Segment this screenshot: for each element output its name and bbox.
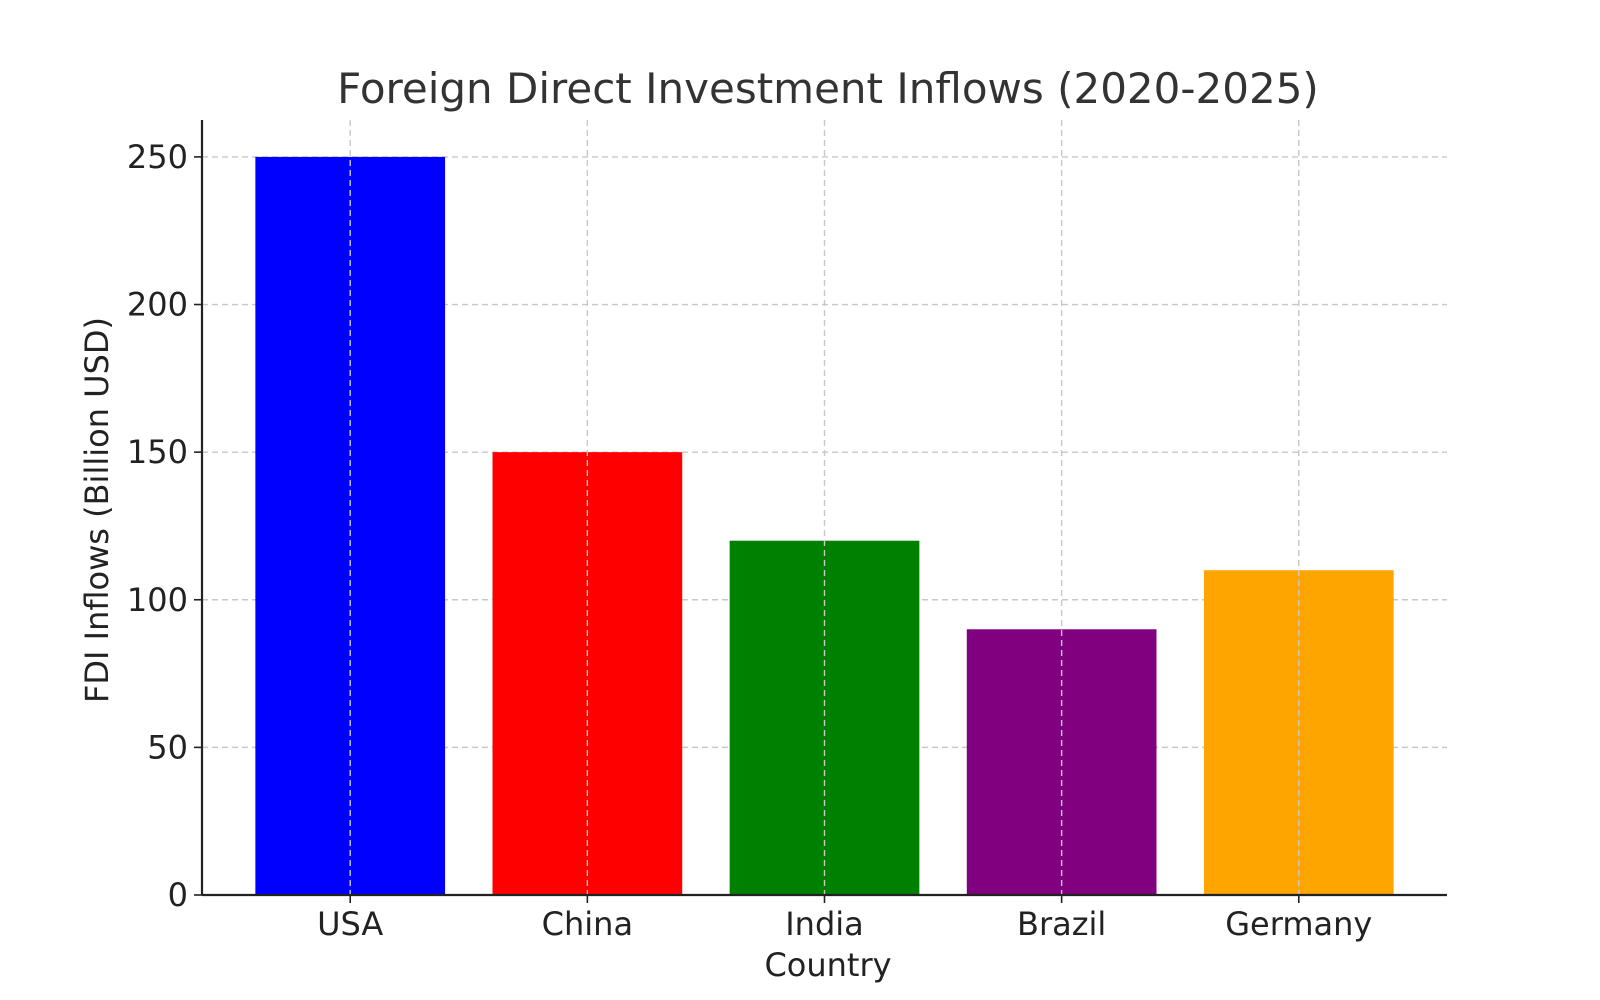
y-tick-label: 0	[168, 876, 188, 914]
axes	[194, 120, 1447, 903]
y-tick-label: 250	[127, 138, 188, 176]
y-tick-label: 100	[127, 581, 188, 619]
y-tick-label: 50	[147, 728, 188, 766]
y-axis-title: FDI Inflows (Billion USD)	[78, 317, 116, 703]
bars	[255, 120, 1394, 895]
x-tick-label: China	[542, 905, 633, 943]
x-tick-label: Brazil	[1017, 905, 1106, 943]
x-tick-label: India	[785, 905, 864, 943]
x-tick-label: USA	[317, 905, 383, 943]
y-tick-label: 150	[127, 433, 188, 471]
x-axis-title: Country	[764, 946, 891, 984]
x-tick-label: Germany	[1225, 905, 1372, 943]
y-tick-label: 200	[127, 286, 188, 324]
x-tick-labels: USA China India Brazil Germany	[317, 905, 1372, 943]
chart-title: Foreign Direct Investment Inflows (2020-…	[337, 64, 1319, 113]
y-tick-labels: 0 50 100 150 200 250	[127, 138, 188, 914]
